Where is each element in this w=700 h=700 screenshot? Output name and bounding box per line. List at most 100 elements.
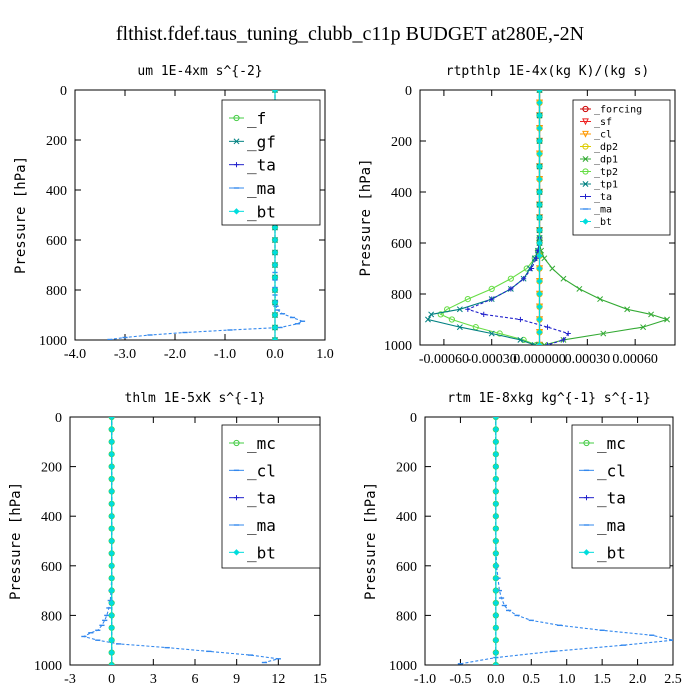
- legend-label: _bt: [597, 543, 626, 562]
- x-tick-label: 2.5: [664, 672, 682, 687]
- x-tick-label: -0.00060: [419, 352, 469, 367]
- data-point: [492, 513, 500, 520]
- y-axis-label: Pressure [hPa]: [8, 482, 24, 600]
- x-tick-label: -3: [64, 672, 76, 687]
- data-point: [492, 537, 500, 545]
- y-tick-label: 200: [396, 461, 417, 476]
- legend-label: _forcing: [594, 105, 642, 116]
- x-tick-label: -3.0: [114, 347, 136, 362]
- legend-marker: [582, 130, 589, 138]
- data-point: [108, 612, 115, 619]
- data-point: [492, 637, 500, 644]
- y-tick-label: 0: [410, 411, 417, 426]
- data-point: [541, 255, 548, 262]
- data-point: [536, 201, 543, 208]
- y-tick-label: 600: [46, 234, 67, 249]
- legend-label: _bt: [247, 543, 276, 562]
- data-point: [492, 500, 500, 507]
- panel-title: rtpthlp 1E-4x(kg K)/(kg s): [446, 64, 650, 79]
- data-point: [528, 265, 535, 272]
- legend: _f _gf _ta _ma _bt: [221, 99, 321, 226]
- series-group: [425, 90, 670, 345]
- data-point: [108, 537, 115, 545]
- legend-label: _mc: [597, 434, 626, 453]
- legend-label: _ta: [597, 489, 626, 508]
- data-point: [492, 525, 500, 532]
- data-point: [271, 336, 279, 340]
- legend-label: _cl: [247, 461, 276, 480]
- legend-label: _ma: [247, 179, 276, 198]
- data-point: [520, 276, 527, 282]
- y-tick-label: 1000: [39, 334, 67, 349]
- legend-marker: [582, 105, 589, 113]
- data-point: [108, 475, 115, 483]
- data-point: [492, 587, 500, 594]
- data-point: [541, 342, 548, 345]
- data-point: [489, 296, 495, 302]
- y-tick-label: 1000: [34, 659, 62, 674]
- data-point: [536, 90, 543, 93]
- data-point: [108, 525, 115, 532]
- data-point: [108, 426, 115, 433]
- legend-marker: [582, 193, 589, 200]
- data-point: [560, 337, 567, 343]
- data-point: [271, 299, 279, 306]
- data-point: [108, 463, 115, 470]
- legend-label: _ma: [247, 516, 276, 535]
- data-point: [271, 261, 279, 269]
- x-tick-label: 12: [271, 672, 285, 687]
- data-point: [425, 316, 431, 323]
- data-point: [271, 224, 279, 231]
- data-point: [492, 463, 500, 470]
- data-point: [560, 275, 567, 282]
- data-point: [492, 612, 500, 619]
- y-tick-label: 400: [391, 186, 412, 201]
- x-tick-label: 0.0: [266, 347, 284, 362]
- panel-title: rtm 1E-8xkg kg^{-1} s^{-1}: [447, 391, 651, 406]
- data-point: [492, 475, 500, 483]
- data-point: [648, 311, 655, 318]
- data-point: [536, 329, 543, 336]
- data-point: [271, 274, 279, 281]
- series-line-ta: [466, 90, 570, 345]
- y-tick-label: 800: [396, 609, 417, 624]
- data-point: [536, 265, 543, 272]
- legend-marker: [582, 181, 589, 187]
- x-tick-label: -1.0: [414, 672, 436, 687]
- data-point: [492, 438, 500, 445]
- data-point: [271, 324, 279, 331]
- data-point: [492, 426, 500, 433]
- legend-label: _cl: [597, 461, 626, 480]
- data-point: [536, 227, 543, 234]
- data-point: [531, 342, 538, 345]
- y-tick-label: 800: [46, 284, 67, 299]
- legend-marker: [233, 549, 240, 556]
- legend-marker: [582, 118, 589, 126]
- data-point: [272, 337, 278, 340]
- figure-title: flthist.fdef.taus_tuning_clubb_c11p BUDG…: [116, 23, 584, 45]
- legend-marker: [583, 549, 590, 556]
- data-point: [108, 661, 115, 665]
- data-point: [108, 417, 115, 421]
- data-point: [108, 624, 115, 631]
- legend-marker: [583, 439, 590, 447]
- legend-label: _gf: [247, 132, 276, 151]
- legend-marker: [582, 156, 589, 162]
- data-point: [536, 303, 543, 310]
- data-point: [492, 550, 500, 557]
- data-point: [536, 290, 543, 298]
- legend-label: _ma: [597, 516, 626, 535]
- chart-panel-3: thlm 1E-5xK s^{-1} Pressure [hPa] 0 200 400 6…: [8, 391, 327, 687]
- plot-frame: [424, 416, 674, 666]
- legend-label: _ma: [594, 205, 612, 216]
- data-point: [517, 316, 524, 323]
- chart-panel-1: um 1E-4xm s^{-2} Pressure [hPa] 0 200 400 600…: [13, 64, 334, 362]
- y-tick-label: 400: [41, 510, 62, 525]
- legend-marker: [233, 439, 240, 447]
- legend-marker: [582, 168, 589, 175]
- data-point: [271, 249, 279, 256]
- data-point: [507, 275, 514, 282]
- legend-label: _tp2: [594, 167, 618, 178]
- x-tick-label: -0.5: [449, 672, 471, 687]
- data-point: [664, 316, 670, 323]
